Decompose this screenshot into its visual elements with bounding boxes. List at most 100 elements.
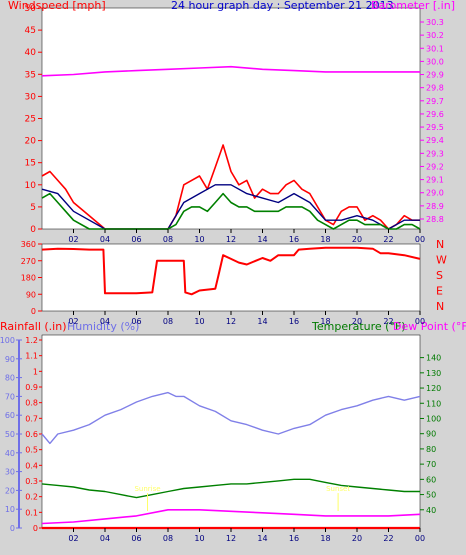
- wind-x-tick-label: 12: [226, 235, 236, 244]
- temp-y-tick-label: 110: [426, 399, 441, 408]
- barometer-y-tick-label: 30.0: [426, 57, 444, 66]
- direction-x-tick-label: 10: [194, 317, 204, 326]
- compass-label: N: [436, 300, 444, 313]
- rain-y-tick-label: 0.8: [25, 399, 38, 408]
- compass-label: E: [436, 285, 443, 298]
- wind-x-tick-label: 02: [68, 235, 78, 244]
- humidity-y-tick-label: 60: [5, 411, 15, 420]
- climate-x-tick-label: 08: [163, 534, 173, 543]
- direction-x-tick-label: 06: [131, 317, 141, 326]
- graph-title: 24 hour graph day : September 21 2013: [171, 0, 394, 12]
- humidity-y-tick-label: 10: [5, 505, 15, 514]
- wind-x-tick-label: 08: [163, 235, 173, 244]
- wind-y-tick-label: 50: [25, 4, 37, 14]
- temp-y-tick-label: 50: [426, 491, 436, 500]
- wind-x-tick-label: 18: [320, 235, 330, 244]
- rain-y-tick-label: 1.1: [25, 352, 38, 361]
- wind-y-tick-label: 45: [25, 26, 36, 36]
- humidity-y-tick-label: 40: [5, 449, 15, 458]
- wind-avg-line: [41, 192, 421, 230]
- wind-x-tick-label: 04: [100, 235, 110, 244]
- barometer-y-tick-label: 29.0: [426, 189, 444, 198]
- rain-y-tick-label: 0.1: [25, 508, 38, 517]
- barometer-y-tick-label: 30.1: [426, 44, 444, 53]
- compass-label: N: [436, 238, 444, 251]
- barometer-y-tick-label: 30.3: [426, 18, 444, 27]
- climate-x-tick-label: 00: [415, 534, 425, 543]
- rain-y-tick-label: 0.4: [25, 461, 38, 470]
- wind-y-tick-label: 10: [25, 181, 37, 191]
- rain-y-tick-label: 0.6: [25, 430, 38, 439]
- humidity-axis-title: Humidity (%): [67, 320, 139, 333]
- wind-y-tick-label: 5: [30, 203, 36, 213]
- wind-y-tick-label: 15: [25, 159, 36, 169]
- direction-y-tick-label: 180: [21, 274, 36, 283]
- compass-label: W: [436, 254, 447, 267]
- direction-x-tick-label: 16: [289, 317, 299, 326]
- climate-x-tick-label: 04: [100, 534, 110, 543]
- temp-y-tick-label: 60: [426, 475, 436, 484]
- barometer-y-tick-label: 29.7: [426, 97, 444, 106]
- temp-y-tick-label: 140: [426, 354, 441, 363]
- wind-direction-line: [41, 246, 421, 296]
- direction-x-tick-label: 20: [352, 317, 362, 326]
- climate-x-tick-label: 22: [383, 534, 393, 543]
- climate-x-tick-label: 20: [352, 534, 362, 543]
- climate-x-tick-label: 10: [194, 534, 204, 543]
- humidity-y-tick-label: 0: [10, 524, 15, 533]
- temp-y-tick-label: 90: [426, 430, 436, 439]
- rain-y-tick-label: 0: [33, 524, 38, 533]
- climate-x-tick-label: 14: [257, 534, 267, 543]
- humidity-y-tick-label: 50: [5, 430, 15, 439]
- humidity-y-tick-label: 30: [5, 468, 15, 477]
- windspeed-axis-title: Windspeed [mph]: [8, 0, 106, 12]
- sun-annotation-label: Sunset: [326, 485, 350, 493]
- climate-x-tick-label: 18: [320, 534, 330, 543]
- wind-y-tick-label: 0: [30, 225, 36, 235]
- wind-y-tick-label: 25: [25, 115, 36, 125]
- wind-x-tick-label: 06: [131, 235, 141, 244]
- barometer-y-tick-label: 29.6: [426, 110, 444, 119]
- temp-y-tick-label: 120: [426, 384, 441, 393]
- temp-y-tick-label: 100: [426, 414, 441, 423]
- direction-y-tick-label: 0: [31, 307, 36, 316]
- direction-x-tick-label: 08: [163, 317, 173, 326]
- temp-y-tick-label: 80: [426, 445, 436, 454]
- barometer-y-tick-label: 28.9: [426, 202, 444, 211]
- direction-x-tick-label: 00: [415, 317, 425, 326]
- humidity-y-tick-label: 70: [5, 392, 15, 401]
- temperature-line: [41, 478, 420, 499]
- humidity-line: [41, 391, 421, 445]
- climate-x-tick-label: 12: [226, 534, 236, 543]
- temperature-axis-title: Temperature (°F): [311, 320, 406, 333]
- wind-x-tick-label: 00: [415, 235, 425, 244]
- rain-y-tick-label: 0.9: [25, 383, 38, 392]
- rain-humidity-temp-plot-area: [41, 334, 421, 529]
- barometer-line: [41, 65, 420, 77]
- wind-y-tick-label: 30: [25, 92, 37, 102]
- dewpoint-axis-title: Dew Point (°F): [393, 320, 466, 333]
- compass-label: S: [436, 269, 443, 282]
- climate-x-tick-label: 16: [289, 534, 299, 543]
- barometer-y-tick-label: 28.8: [426, 215, 444, 224]
- wind-x-tick-label: 14: [257, 235, 267, 244]
- direction-x-tick-label: 22: [383, 317, 393, 326]
- temp-y-tick-label: 130: [426, 369, 441, 378]
- temp-y-tick-label: 70: [426, 460, 436, 469]
- humidity-y-tick-label: 100: [0, 336, 15, 345]
- direction-y-tick-label: 360: [21, 240, 36, 249]
- dewpoint-line: [41, 508, 421, 525]
- barometer-y-tick-label: 29.3: [426, 149, 444, 158]
- rain-y-tick-label: 0.5: [25, 446, 38, 455]
- barometer-y-tick-label: 29.4: [426, 136, 444, 145]
- wind-y-tick-label: 40: [25, 48, 37, 58]
- wind-x-tick-label: 22: [383, 235, 393, 244]
- climate-x-tick-label: 06: [131, 534, 141, 543]
- wind-barometer-plot-area: [41, 7, 421, 230]
- wind-direction-plot-area: [41, 243, 421, 312]
- sun-annotation-label: Sunrise: [134, 485, 160, 493]
- humidity-y-tick-label: 80: [5, 374, 15, 383]
- direction-y-tick-label: 270: [21, 257, 36, 266]
